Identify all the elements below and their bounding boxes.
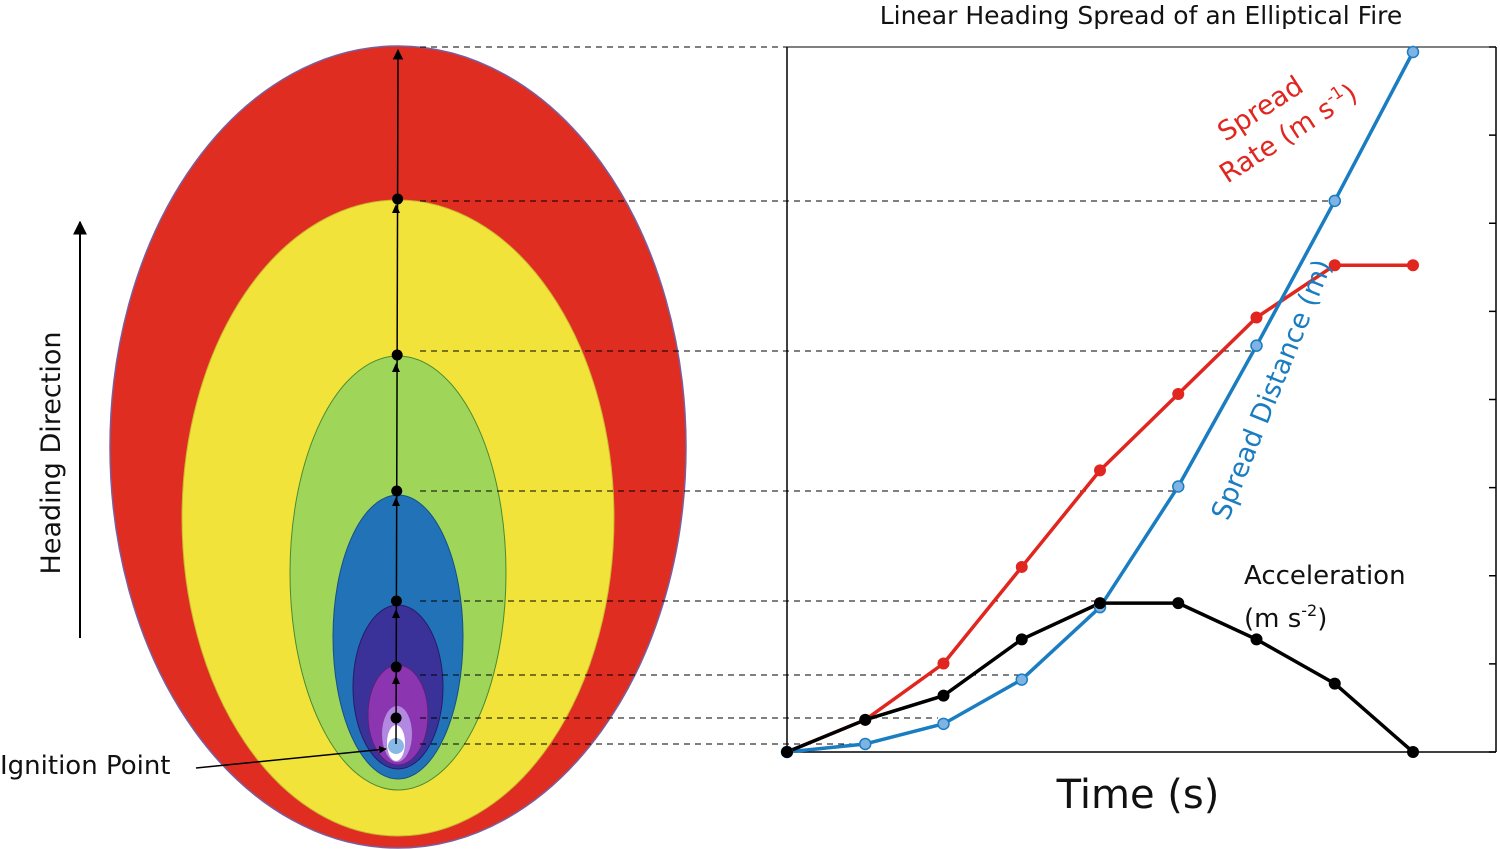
stage-arrow-mark [392, 675, 400, 684]
fire-ellipses [109, 45, 687, 849]
acceleration-point [1407, 746, 1419, 758]
acceleration-close: ) [1317, 604, 1327, 634]
heading-spread-axis [390, 48, 404, 745]
acceleration-point [1250, 633, 1263, 646]
time-axis-label: Time (s) [1056, 772, 1220, 818]
spread-rate-point [1172, 387, 1185, 400]
acceleration-point [1328, 677, 1341, 690]
spread-rate-point [1015, 560, 1028, 573]
spread-distance-point [1250, 339, 1263, 352]
acceleration-unit: (m s [1244, 604, 1301, 634]
heading-direction-label: Heading Direction [36, 332, 67, 575]
chart-series [780, 45, 1420, 759]
chart-title: Linear Heading Spread of an Elliptical F… [880, 1, 1403, 30]
spread-distance-point [1328, 194, 1341, 208]
acceleration-point [1094, 597, 1106, 610]
spread-distance-point [859, 737, 872, 751]
ignition-point-label: Ignition Point [0, 751, 171, 781]
acceleration-point [859, 713, 872, 726]
stage-arrow-mark [392, 609, 400, 618]
acceleration-point [781, 746, 793, 758]
chart-frame [786, 46, 1497, 753]
spread-rate-point [1094, 464, 1106, 477]
stage-front-dot [391, 349, 403, 361]
spread-rate-point [1328, 259, 1341, 272]
stage-front-dot [390, 661, 402, 673]
spread-distance-point [937, 717, 950, 731]
acceleration-label-line1: Acceleration [1244, 561, 1406, 591]
spread-distance-point [1172, 480, 1185, 493]
acceleration-point [1172, 597, 1185, 610]
spread-rate-point [1407, 259, 1419, 272]
acceleration-point [937, 689, 950, 702]
stage-arrow-mark [392, 204, 400, 213]
stage-connector-lines [420, 46, 1334, 745]
stage-front-dot [390, 712, 402, 724]
acceleration-label-line2: (m s-2) [1244, 601, 1327, 634]
ignition-leader [195, 745, 387, 769]
stage-arrow-mark [392, 363, 400, 372]
acceleration-label: Acceleration (m s-2) [1244, 561, 1406, 634]
ignition-point-dot [388, 738, 404, 754]
stage-front-dot [391, 485, 403, 497]
acceleration-exponent: -2 [1301, 601, 1317, 620]
spread-distance-label: Spread Distance (m) [1206, 255, 1339, 524]
spread-rate-point [1250, 311, 1263, 324]
stage-arrow-mark [392, 497, 400, 506]
spread-distance-point [1406, 45, 1420, 59]
spread-rate-line [786, 263, 1413, 754]
spread-distance-line [786, 51, 1415, 754]
spread-distance-point [1015, 673, 1028, 686]
stage-front-dot [392, 193, 404, 205]
spread-rate-point [937, 657, 950, 670]
spread-rate-label: Spread Rate (m s-1) [1212, 70, 1363, 190]
stage-front-dot [390, 595, 402, 607]
acceleration-point [1015, 633, 1028, 646]
